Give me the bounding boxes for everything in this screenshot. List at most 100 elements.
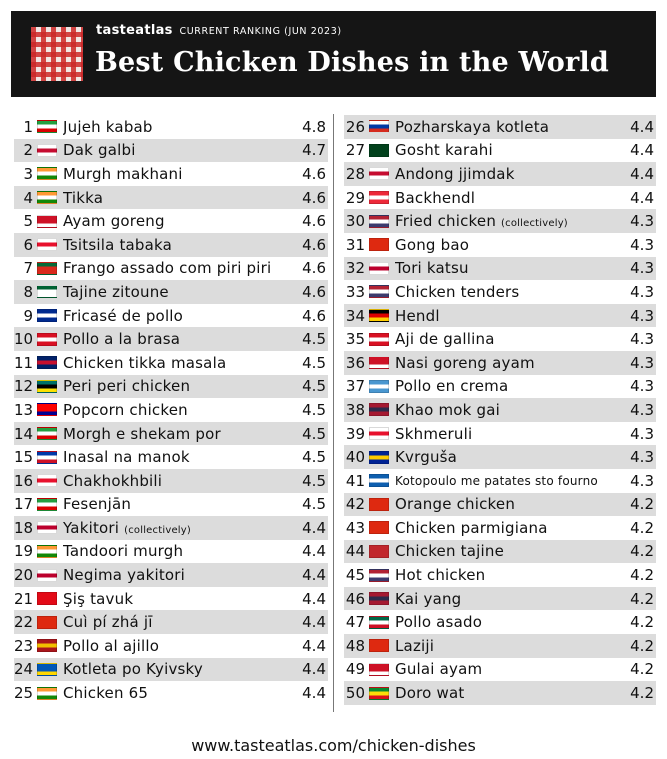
dish-rating: 4.6: [302, 282, 326, 301]
dish-name-text: Nasi goreng ayam: [395, 353, 535, 372]
dish-note: (collectively): [124, 524, 192, 536]
country-flag-icon: [37, 521, 57, 535]
dish-rating: 4.6: [302, 235, 326, 254]
country-flag-icon: [369, 309, 389, 323]
dish-name: Kotleta po Kyivsky: [63, 660, 292, 678]
dish-name-text: Gosht karahi: [395, 141, 493, 160]
dish-name: Pollo en crema: [395, 377, 620, 395]
dish-name-text: Kai yang: [395, 589, 462, 608]
dish-name: Şiş tavuk: [63, 590, 292, 608]
dish-rating: 4.2: [630, 518, 654, 537]
country-flag-icon: [37, 309, 57, 323]
dish-rating: 4.2: [630, 566, 654, 585]
ranking-row: 15 Inasal na manok 4.5: [14, 445, 328, 469]
ranking-row: 49 Gulai ayam 4.2: [344, 658, 656, 682]
dish-name: Ayam goreng: [63, 212, 292, 230]
dish-rating: 4.4: [302, 684, 326, 703]
dish-rating: 4.4: [630, 141, 654, 160]
dish-rating: 4.3: [630, 259, 654, 278]
tasteatlas-logo-icon: [31, 27, 83, 81]
country-flag-icon: [369, 568, 389, 582]
dish-rating: 4.3: [630, 471, 654, 490]
dish-name: Fricasé de pollo: [63, 307, 292, 325]
dish-name-text: Fried chicken: [395, 212, 497, 231]
dish-name: Tsitsila tabaka: [63, 236, 292, 254]
dish-name-text: Hot chicken: [395, 566, 486, 585]
rank-number: 9: [23, 306, 33, 325]
rank-number: 33: [345, 282, 365, 301]
dish-name-text: Pollo en crema: [395, 377, 509, 396]
ranking-row: 47 Pollo asado 4.2: [344, 610, 656, 634]
rank-number: 24: [14, 660, 34, 679]
dish-name-text: Hendl: [395, 306, 440, 325]
rank-number: 32: [345, 259, 365, 278]
country-flag-icon: [369, 615, 389, 629]
rank-number: 11: [14, 353, 34, 372]
dish-name-text: Tsitsila tabaka: [63, 235, 173, 254]
dish-rating: 4.4: [302, 542, 326, 561]
ranking-row: 29 Backhendl 4.4: [344, 186, 656, 210]
ranking-row: 30 Fried chicken (collectively) 4.3: [344, 209, 656, 233]
dish-name: Tori katsu: [395, 259, 620, 277]
dish-rating: 4.3: [630, 212, 654, 231]
country-flag-icon: [369, 639, 389, 653]
dish-rating: 4.3: [630, 353, 654, 372]
ranking-row: 48 Laziji 4.2: [344, 634, 656, 658]
rank-number: 8: [23, 282, 33, 301]
dish-name: Kai yang: [395, 590, 620, 608]
dish-name-text: Chakhokhbili: [63, 471, 163, 490]
ranking-column-left: 1 Jujeh kabab 4.8 2 Dak galbi 4.7 3 Murgh makha…: [14, 115, 328, 705]
country-flag-icon: [369, 356, 389, 370]
ranking-row: 16 Chakhokhbili 4.5: [14, 468, 328, 493]
dish-rating: 4.2: [630, 613, 654, 632]
ranking-row: 34 Hendl 4.3: [344, 303, 656, 328]
dish-name: Tandoori murgh: [63, 542, 292, 560]
country-flag-icon: [369, 450, 389, 464]
dish-name-text: Inasal na manok: [63, 448, 190, 467]
rank-number: 17: [14, 495, 34, 514]
dish-rating: 4.3: [630, 235, 654, 254]
ranking-row: 1 Jujeh kabab 4.8: [14, 115, 328, 139]
rank-number: 25: [14, 684, 34, 703]
ranking-row: 14 Morgh e shekam por 4.5: [14, 421, 328, 446]
rank-number: 23: [14, 636, 34, 655]
rank-number: 10: [14, 330, 34, 349]
dish-name-text: Tandoori murgh: [63, 542, 184, 561]
dish-name: Gong bao: [395, 236, 620, 254]
dish-name: Kvrguša: [395, 448, 620, 466]
dish-name-text: Chicken parmigiana: [395, 518, 548, 537]
dish-name: Morgh e shekam por: [63, 425, 292, 443]
dish-rating: 4.5: [302, 377, 326, 396]
ranking-column-right: 26 Pozharskaya kotleta 4.4 27 Gosht karahi 4.…: [344, 115, 656, 705]
country-flag-icon: [369, 261, 389, 275]
dish-name: Khao mok gai: [395, 401, 620, 419]
dish-rating: 4.7: [302, 141, 326, 160]
dish-rating: 4.4: [302, 518, 326, 537]
dish-name-text: Khao mok gai: [395, 400, 501, 419]
dish-name: Nasi goreng ayam: [395, 354, 620, 372]
ranking-row: 13 Popcorn chicken 4.5: [14, 398, 328, 422]
ranking-row: 36 Nasi goreng ayam 4.3: [344, 350, 656, 375]
footer-url[interactable]: www.tasteatlas.com/chicken-dishes: [191, 736, 476, 755]
country-flag-icon: [37, 214, 57, 228]
ranking-row: 11 Chicken tikka masala 4.5: [14, 351, 328, 375]
dish-name-text: Gulai ayam: [395, 660, 483, 679]
dish-name: Fried chicken (collectively): [395, 212, 620, 230]
column-divider: [333, 114, 334, 712]
dish-name: Jujeh kabab: [63, 118, 292, 136]
country-flag-icon: [369, 191, 389, 205]
rank-number: 7: [23, 259, 33, 278]
dish-rating: 4.6: [302, 164, 326, 183]
dish-name-text: Cuì pí zhá jī: [63, 613, 153, 632]
rank-number: 45: [345, 566, 365, 585]
ranking-row: 5 Ayam goreng 4.6: [14, 209, 328, 233]
ranking-row: 24 Kotleta po Kyivsky 4.4: [14, 657, 328, 682]
dish-rating: 4.5: [302, 471, 326, 490]
dish-rating: 4.2: [630, 684, 654, 703]
ranking-row: 17 Fesenjān 4.5: [14, 493, 328, 517]
dish-name-text: Şiş tavuk: [63, 589, 134, 608]
dish-name: Hot chicken: [395, 566, 620, 584]
dish-name-text: Tori katsu: [395, 259, 469, 278]
ranking-row: 6 Tsitsila tabaka 4.6: [14, 232, 328, 257]
country-flag-icon: [369, 238, 389, 252]
